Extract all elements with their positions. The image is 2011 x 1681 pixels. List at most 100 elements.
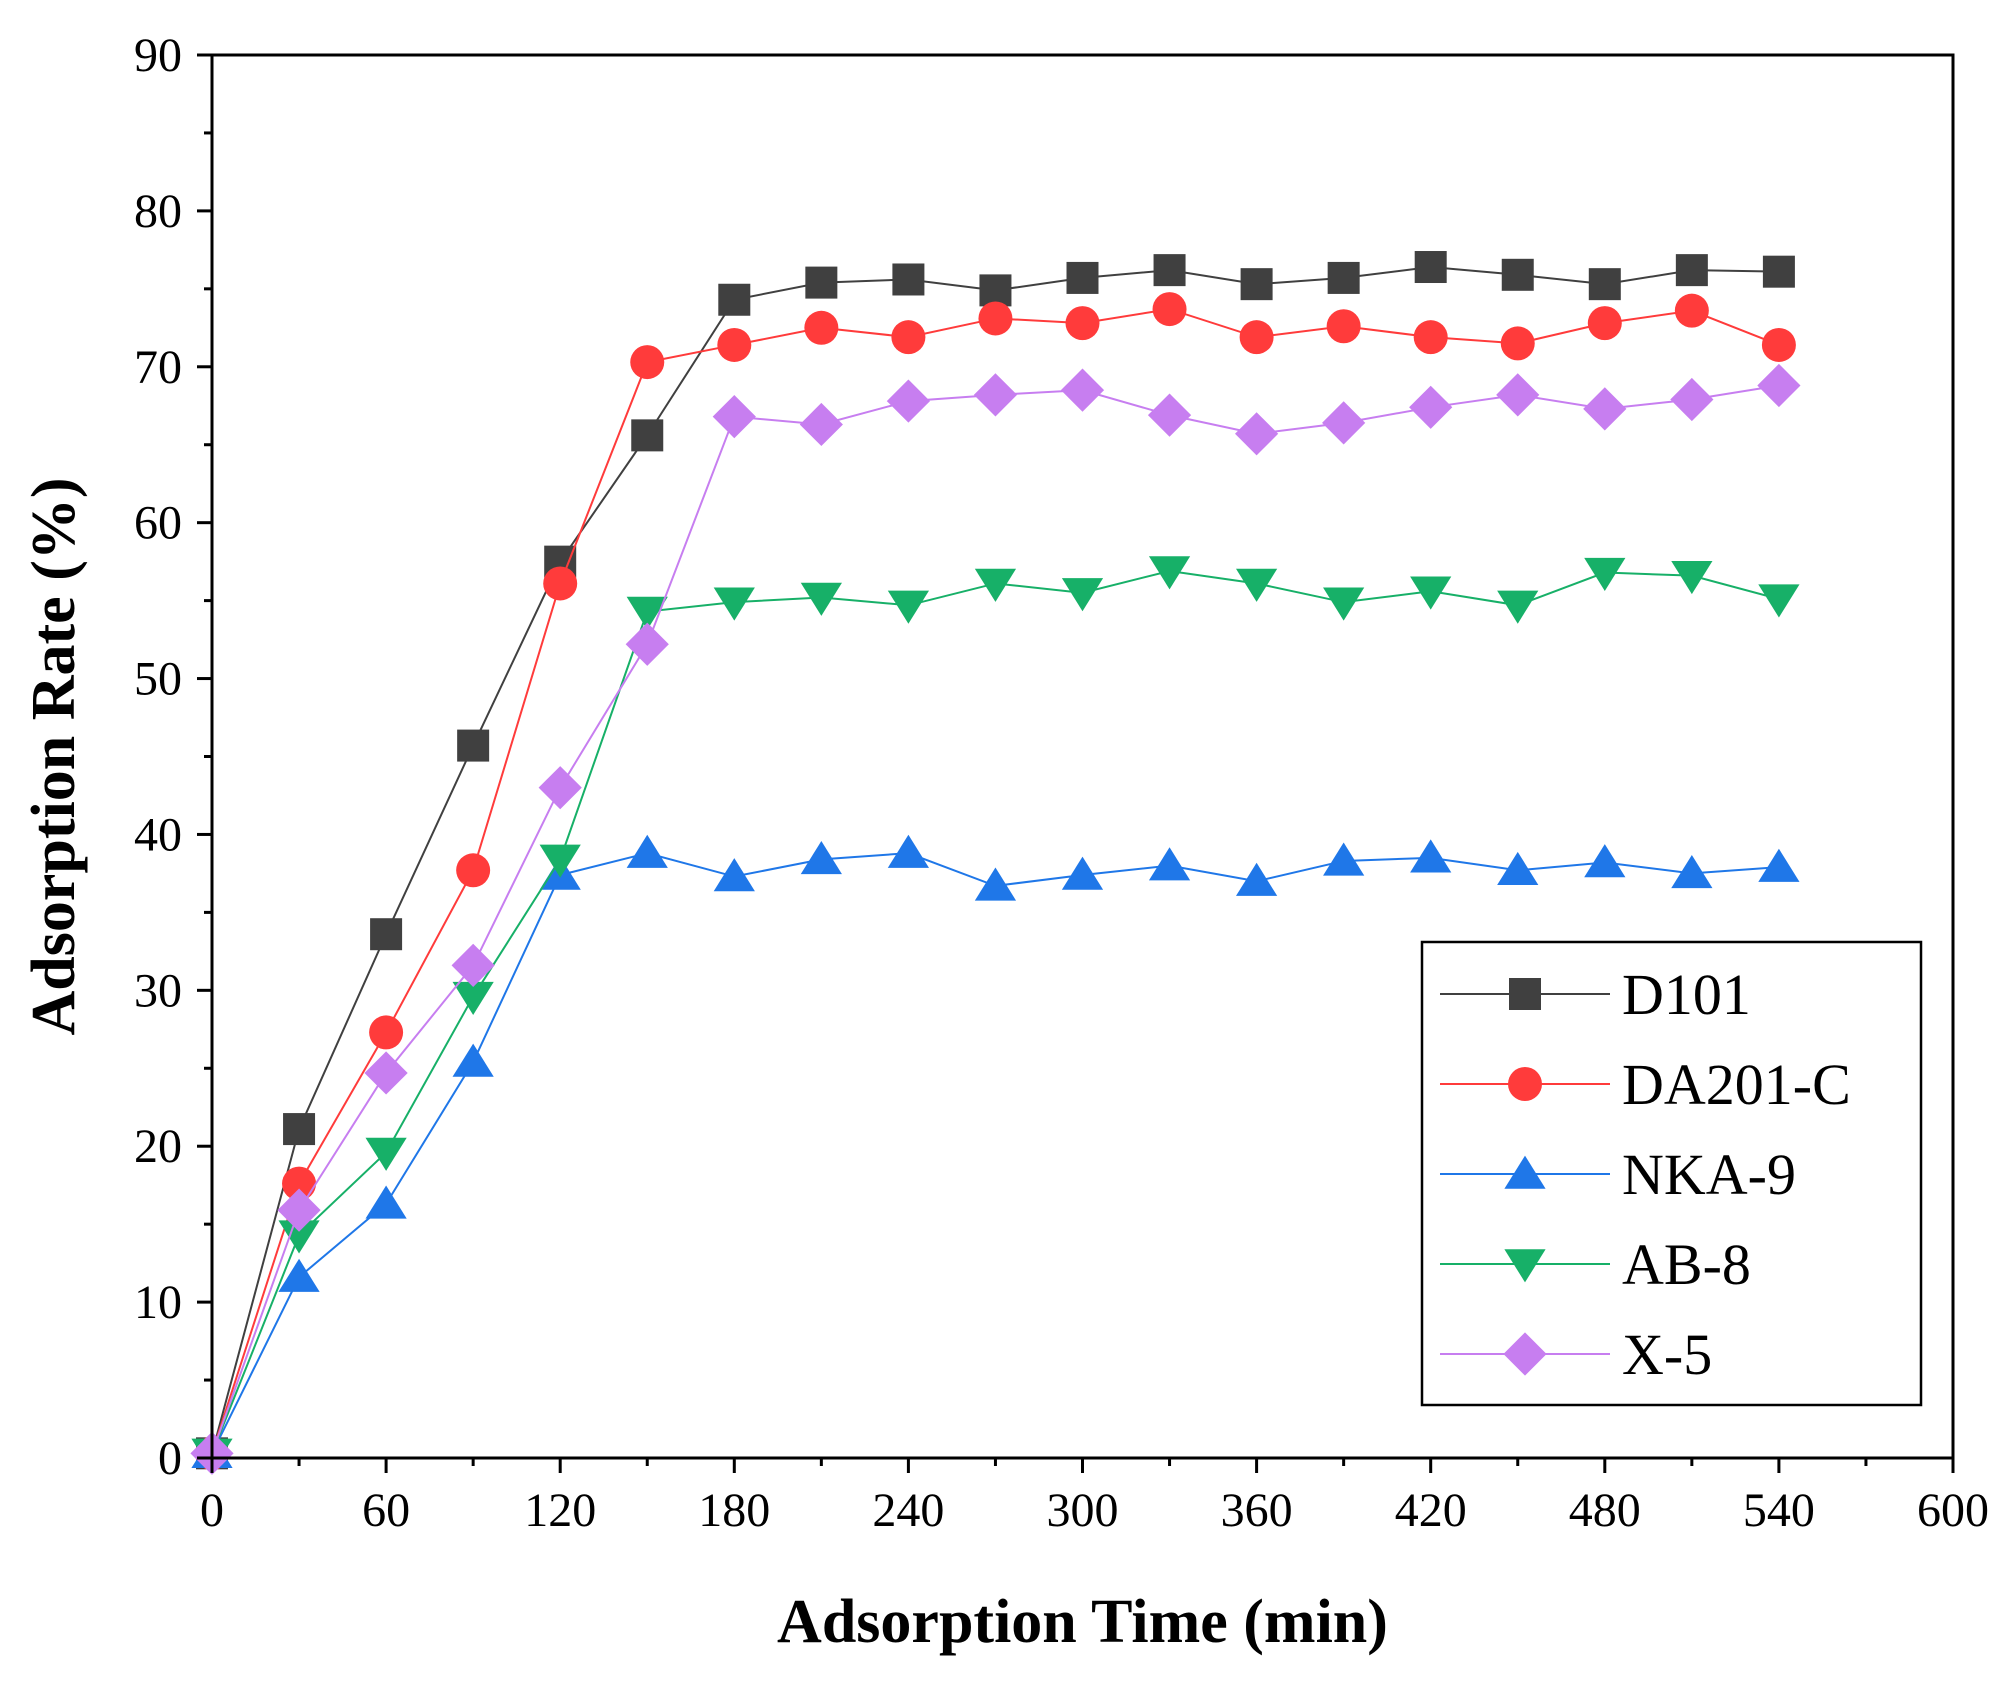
data-point-d101 [1588,268,1621,301]
y-tick-label: 70 [134,341,182,394]
data-point-ab-8 [1410,576,1452,610]
data-point-d101 [457,729,490,762]
data-point-da201-c [456,853,491,888]
data-point-x-5 [1670,377,1714,422]
data-point-ab-8 [626,596,668,630]
legend-label-da201-c: DA201-C [1622,1052,1851,1117]
data-point-nka-9 [1148,847,1191,881]
legend-label-x-5: X-5 [1622,1322,1712,1387]
data-point-nka-9 [626,834,668,868]
data-point-nka-9 [1323,842,1365,876]
y-tick-label: 10 [134,1276,182,1329]
y-tick-label: 80 [134,185,182,238]
data-point-d101 [892,263,925,296]
data-point-x-5 [538,766,582,810]
data-point-nka-9 [713,858,755,892]
data-point-ab-8 [887,590,930,624]
data-point-d101 [805,266,838,299]
data-point-d101 [1501,258,1534,291]
data-point-ab-8 [1323,587,1365,621]
data-point-d101 [1327,261,1360,294]
data-point-da201-c [1761,327,1796,362]
data-point-nka-9 [1235,862,1278,896]
data-point-ab-8 [1497,590,1539,624]
data-point-nka-9 [1584,844,1626,878]
data-point-nka-9 [800,840,842,875]
data-point-d101 [283,1113,316,1146]
data-point-nka-9 [1497,851,1539,886]
data-point-da201-c [282,1166,317,1201]
data-point-ab-8 [1148,556,1191,590]
data-point-ab-8 [278,1220,320,1254]
legend-label-d101: D101 [1622,962,1751,1027]
legend-label-nka-9: NKA-9 [1622,1142,1796,1207]
y-tick-label: 50 [134,653,182,706]
data-point-da201-c [1674,293,1709,328]
y-tick-label: 90 [134,29,182,82]
data-point-x-5 [1757,363,1801,408]
data-point-ab-8 [974,568,1017,602]
data-point-da201-c [1239,320,1274,355]
data-point-d101 [1240,268,1273,301]
data-point-x-5 [1322,401,1366,445]
data-point-da201-c [717,327,752,362]
data-point-d101 [718,283,751,316]
x-tick-label: 240 [872,1484,944,1537]
legend-marker-da201-c [1508,1067,1542,1101]
data-point-da201-c [369,1015,404,1050]
data-point-da201-c [1500,326,1535,361]
legend-marker-d101 [1509,978,1541,1010]
series-x-5 [190,363,1801,1475]
data-point-d101 [979,274,1012,307]
data-point-da201-c [543,566,578,601]
data-point-ab-8 [452,981,494,1015]
data-point-x-5 [364,1051,408,1095]
data-point-da201-c [1587,306,1622,341]
legend-marker-nka-9 [1504,1155,1546,1189]
data-point-x-5 [1583,387,1627,431]
data-point-da201-c [1326,309,1361,344]
data-point-ab-8 [1584,557,1626,591]
data-point-x-5 [451,943,495,987]
data-point-ab-8 [539,844,581,878]
x-axis-title: Adsorption Time (min) [777,1588,1388,1656]
data-point-d101 [1675,254,1708,287]
data-point-nka-9 [1671,855,1713,889]
y-tick-label: 30 [134,964,182,1017]
data-point-x-5 [1496,373,1540,417]
data-point-nka-9 [974,867,1017,901]
data-point-d101 [631,419,664,452]
data-point-x-5 [1235,412,1279,456]
data-point-x-5 [1060,368,1105,412]
legend: D101 DA201-C NKA-9 AB-8 X-5 [1420,940,1923,1407]
x-tick-label: 360 [1221,1484,1293,1537]
data-point-nka-9 [1061,856,1104,890]
data-point-x-5 [799,402,843,447]
y-tick-label: 0 [158,1432,182,1485]
data-point-da201-c [891,320,926,355]
data-point-x-5 [1409,385,1453,429]
legend-marker-ab-8 [1504,1249,1546,1283]
data-point-x-5 [625,622,669,666]
data-point-ab-8 [1671,560,1713,595]
data-point-nka-9 [1410,839,1452,873]
data-point-x-5 [712,395,756,439]
x-tick-label: 180 [698,1484,770,1537]
data-point-ab-8 [1235,568,1278,602]
legend-item-d101: D101 [1440,962,1751,1027]
y-tick-label: 40 [134,808,182,861]
legend-item-x-5: X-5 [1440,1322,1712,1387]
legend-item-ab-8: AB-8 [1440,1232,1751,1297]
data-point-x-5 [1147,393,1192,437]
x-tick-label: 420 [1395,1484,1467,1537]
x-tick-label: 540 [1743,1484,1815,1537]
data-point-nka-9 [452,1043,494,1077]
data-point-nka-9 [365,1185,407,1219]
data-point-ab-8 [713,587,755,621]
data-point-x-5 [886,379,930,423]
data-point-da201-c [804,310,839,345]
data-point-da201-c [1065,306,1100,341]
data-point-x-5 [277,1188,321,1232]
x-tick-label: 300 [1047,1484,1119,1537]
